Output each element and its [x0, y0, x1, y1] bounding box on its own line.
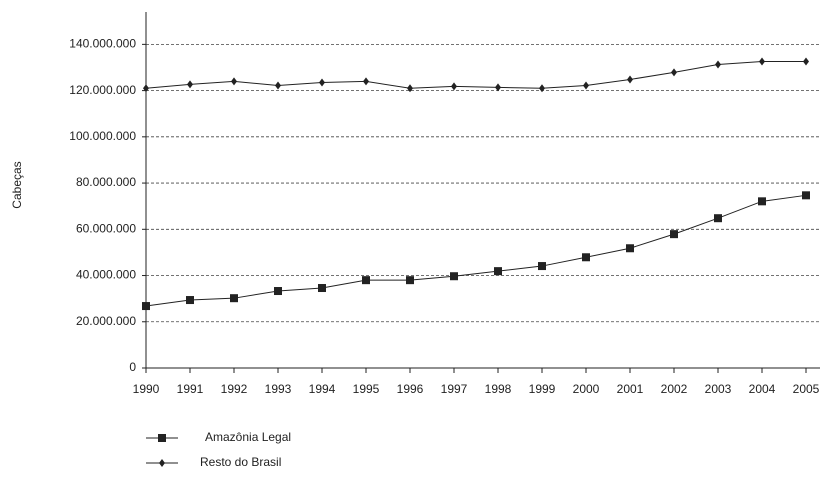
x-tick-label: 2002	[661, 382, 688, 396]
data-point	[231, 77, 237, 86]
data-point	[803, 57, 809, 66]
data-point	[714, 214, 722, 223]
y-tick-label: 80.000.000	[76, 175, 136, 189]
data-point	[802, 191, 810, 200]
legend-marker	[159, 459, 165, 467]
data-point	[363, 77, 369, 86]
x-tick-label: 1996	[397, 382, 424, 396]
x-tick-label: 2000	[573, 382, 600, 396]
series-line	[145, 60, 806, 89]
data-point	[406, 276, 414, 285]
series-line	[145, 194, 807, 307]
data-point	[318, 284, 326, 293]
data-point	[538, 262, 546, 271]
y-tick-label: 100.000.000	[69, 129, 136, 143]
x-tick-label: 1993	[265, 382, 292, 396]
data-point	[671, 68, 677, 77]
data-point	[362, 276, 370, 285]
y-tick-label: 60.000.000	[76, 221, 136, 235]
x-tick-label: 2005	[793, 382, 820, 396]
x-tick-label: 1997	[441, 382, 468, 396]
legend-label: Amazônia Legal	[205, 430, 291, 444]
x-tick-label: 1998	[485, 382, 512, 396]
data-point	[451, 82, 457, 91]
x-tick-label: 2001	[617, 382, 644, 396]
data-point	[670, 230, 678, 239]
data-point	[583, 81, 589, 90]
x-tick-label: 2004	[749, 382, 776, 396]
y-axis-label: Cabeças	[10, 161, 24, 208]
y-tick-label: 20.000.000	[76, 314, 136, 328]
data-point	[407, 84, 413, 93]
data-point	[582, 253, 590, 262]
y-tick-label: 0	[129, 360, 136, 374]
data-point	[494, 267, 502, 276]
data-point	[539, 84, 545, 93]
data-point	[715, 60, 721, 69]
x-tick-label: 1994	[309, 382, 336, 396]
data-point	[626, 244, 634, 253]
x-tick-label: 1995	[353, 382, 380, 396]
x-tick-label: 2003	[705, 382, 732, 396]
data-point	[495, 83, 501, 92]
data-point	[186, 296, 194, 305]
x-tick-label: 1992	[221, 382, 248, 396]
legend-label: Resto do Brasil	[200, 455, 281, 469]
legend-marker	[158, 434, 166, 442]
data-point	[319, 78, 325, 87]
data-point	[142, 302, 150, 311]
x-tick-label: 1991	[177, 382, 204, 396]
x-tick-label: 1999	[529, 382, 556, 396]
x-tick-label: 1990	[133, 382, 160, 396]
data-point	[758, 197, 766, 206]
data-point	[275, 81, 281, 90]
data-point	[230, 294, 238, 303]
data-point	[450, 272, 458, 281]
y-tick-label: 120.000.000	[69, 83, 136, 97]
y-tick-label: 140.000.000	[69, 37, 136, 51]
data-point	[759, 57, 765, 66]
data-point	[274, 287, 282, 296]
y-tick-label: 40.000.000	[76, 268, 136, 282]
data-point	[627, 75, 633, 84]
data-point	[143, 84, 149, 93]
data-point	[187, 80, 193, 89]
